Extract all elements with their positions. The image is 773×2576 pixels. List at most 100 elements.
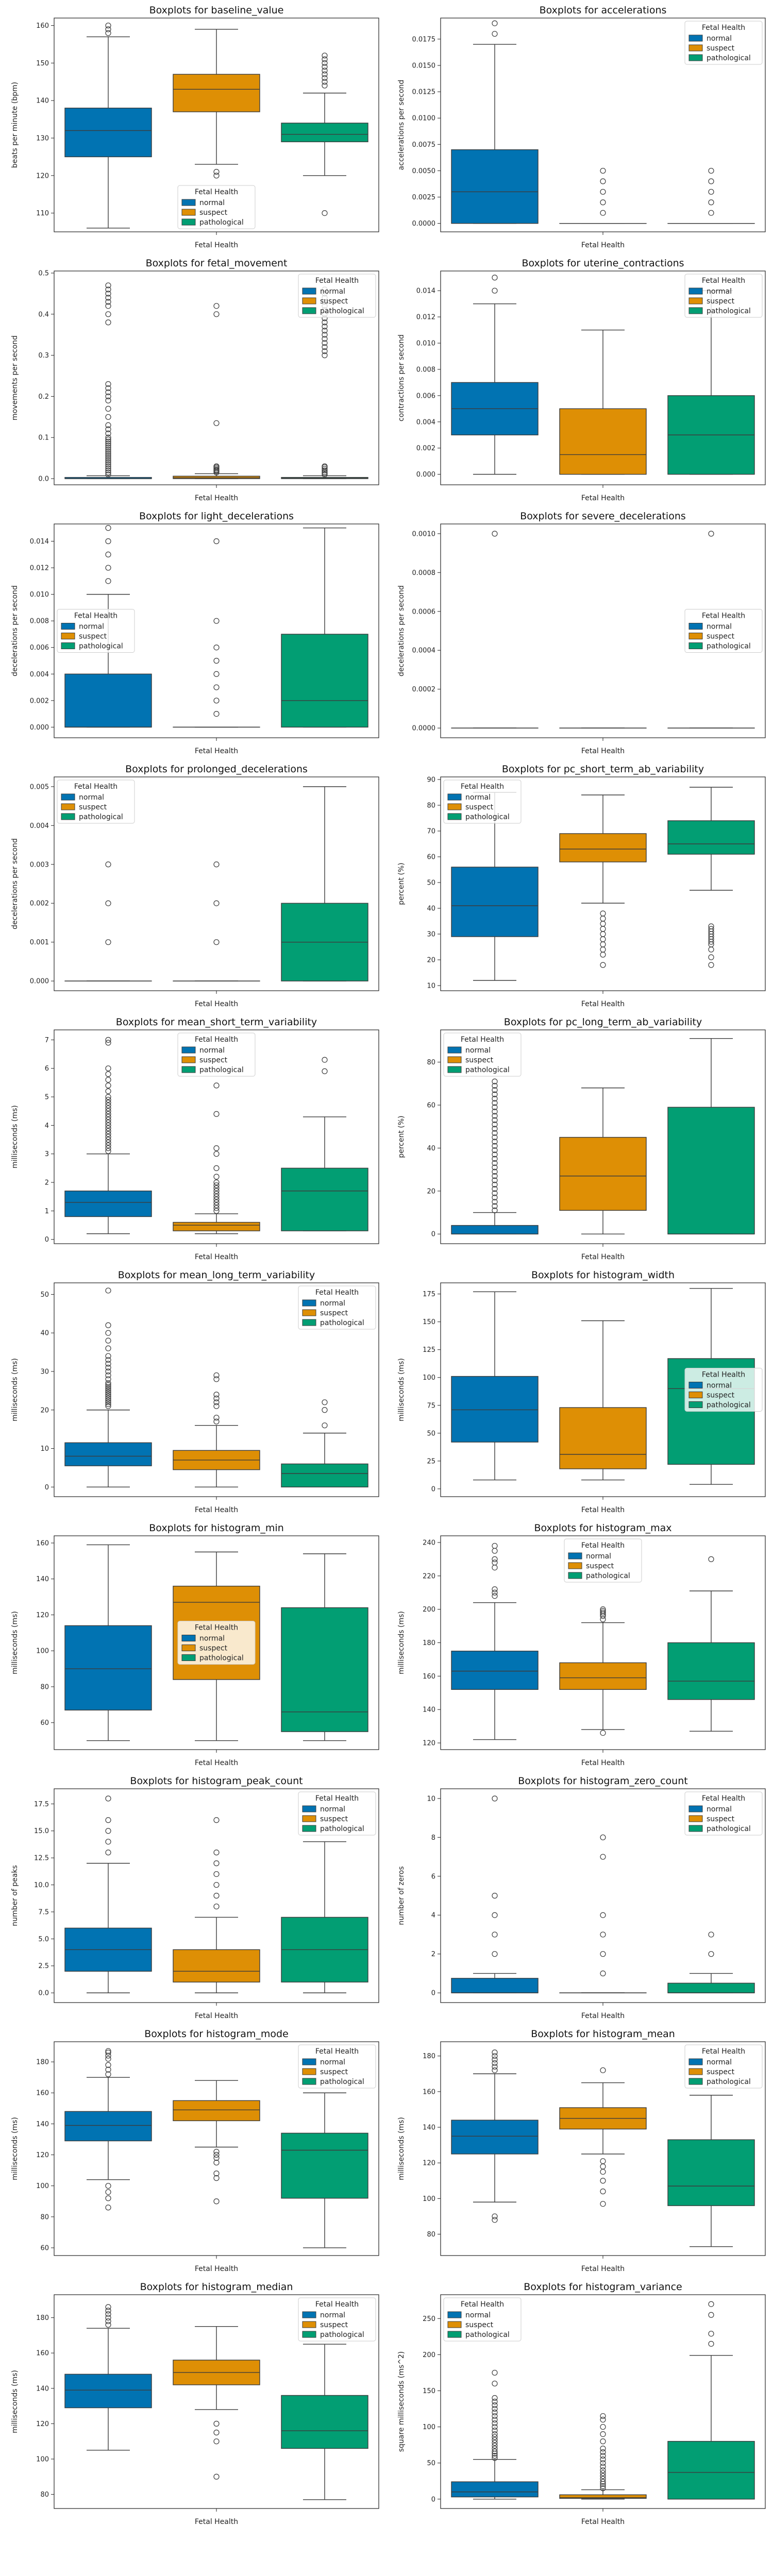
legend-label-suspect: suspect (320, 2321, 348, 2329)
legend-label-suspect: suspect (199, 209, 228, 217)
chart-title: Boxplots for severe_decelerations (520, 511, 686, 522)
ytick-label: 0.010 (416, 340, 435, 348)
outlier-point (600, 2483, 606, 2489)
outlier-point (105, 295, 111, 301)
ytick-label: 0.0075 (412, 141, 436, 149)
ytick-label: 5.0 (38, 1936, 49, 1943)
outlier-point (708, 2312, 714, 2318)
outlier-point (105, 299, 111, 305)
outlier-point (322, 64, 328, 70)
box-suspect (173, 476, 260, 479)
series-normal (451, 2369, 539, 2500)
outlier-point (600, 2470, 606, 2476)
outlier-point (105, 430, 111, 436)
series-pathological (281, 1553, 368, 1741)
outlier-point (213, 2148, 220, 2155)
outlier-point (105, 414, 111, 420)
outlier-point (492, 1082, 498, 1089)
series-suspect (173, 1817, 260, 1993)
legend-swatch-pathological (302, 1319, 316, 1326)
chart-title: Boxplots for histogram_max (534, 1522, 671, 1534)
ytick-label: 0.4 (38, 311, 49, 318)
outlier-point (600, 1912, 606, 1918)
legend-box (443, 1032, 522, 1077)
series-pathological (281, 1841, 368, 1993)
legend-box (298, 2297, 376, 2342)
outlier-point (105, 1401, 111, 1408)
outlier-point (105, 1114, 111, 1120)
legend-box (684, 274, 763, 318)
outlier-point (492, 1139, 498, 1145)
outlier-point (492, 1168, 498, 1175)
legend-box (177, 1621, 256, 1665)
x-axis-label: Fetal Health (581, 1000, 625, 1008)
ytick-label: 120 (36, 1612, 49, 1619)
ytick-label: 130 (36, 134, 49, 142)
chart-panel: Boxplots for histogram_min 60 80 100 120 140 1… (11, 1522, 379, 1767)
outlier-point (105, 1040, 111, 1046)
legend-title: Fetal Health (315, 2300, 359, 2309)
box-pathological (281, 1167, 368, 1231)
ytick-label: 160 (423, 1673, 435, 1681)
outlier-point (492, 1593, 498, 1599)
legend-swatch-suspect (61, 633, 75, 639)
ytick-label: 140 (36, 1575, 49, 1583)
outlier-point (322, 340, 328, 346)
series-normal (451, 20, 539, 224)
outlier-point (492, 1181, 498, 1188)
ytick-label: 0.3 (38, 352, 49, 360)
outlier-point (105, 443, 111, 449)
outlier-point (105, 1389, 111, 1396)
legend-swatch-normal (302, 1299, 316, 1307)
series-normal (451, 1543, 539, 1740)
outlier-point (105, 861, 111, 868)
outlier-point (105, 1105, 111, 1111)
ytick-label: 0.1 (38, 434, 49, 442)
outlier-point (492, 1912, 498, 1918)
outlier-point (105, 1361, 111, 1367)
legend-label-pathological: pathological (199, 1066, 244, 1074)
series-normal (451, 1078, 539, 1234)
legend-swatch-pathological (61, 813, 75, 820)
outlier-point (600, 2413, 606, 2419)
outlier-point (105, 1037, 111, 1043)
y-axis-label: milliseconds (ms) (11, 2370, 19, 2433)
outlier-point (492, 1126, 498, 1132)
ytick-label: 140 (36, 2385, 49, 2393)
ytick-label: 0.0100 (412, 115, 436, 123)
outlier-point (492, 1078, 498, 1084)
outlier-point (213, 900, 220, 906)
chart-panel: Boxplots for fetal_movement 0.0 0.1 0.2 0.3 0… (11, 258, 379, 502)
legend-swatch-pathological (447, 1066, 462, 1073)
y-axis-label: milliseconds (ms) (11, 1358, 19, 1421)
ytick-label: 0.014 (416, 287, 435, 295)
ytick-label: 0.004 (30, 671, 49, 679)
outlier-point (105, 1392, 111, 1398)
ytick-label: 160 (36, 2350, 49, 2358)
outlier-point (105, 1817, 111, 1823)
outlier-point (322, 210, 328, 216)
box-normal (451, 2481, 539, 2498)
box-pathological (667, 2139, 755, 2206)
outlier-point (213, 2438, 220, 2445)
outlier-point (105, 381, 111, 387)
outlier-point (213, 1817, 220, 1823)
x-axis-label: Fetal Health (195, 2265, 238, 2273)
ytick-label: 50 (427, 2460, 435, 2467)
outlier-point (105, 440, 111, 447)
legend-swatch-suspect (302, 1309, 316, 1316)
ytick-label: 0.010 (30, 591, 49, 599)
outlier-point (213, 2155, 220, 2161)
outlier-point (492, 1151, 498, 1158)
outlier-point (105, 463, 111, 469)
outlier-point (213, 1418, 220, 1425)
outlier-point (492, 1104, 498, 1110)
legend-label-suspect: suspect (707, 1392, 735, 1400)
outlier-point (105, 438, 111, 445)
outlier-point (105, 1386, 111, 1392)
legend-swatch-normal (688, 623, 703, 630)
legend-label-suspect: suspect (465, 803, 494, 811)
outlier-point (600, 916, 606, 922)
outlier-point (492, 1117, 498, 1123)
